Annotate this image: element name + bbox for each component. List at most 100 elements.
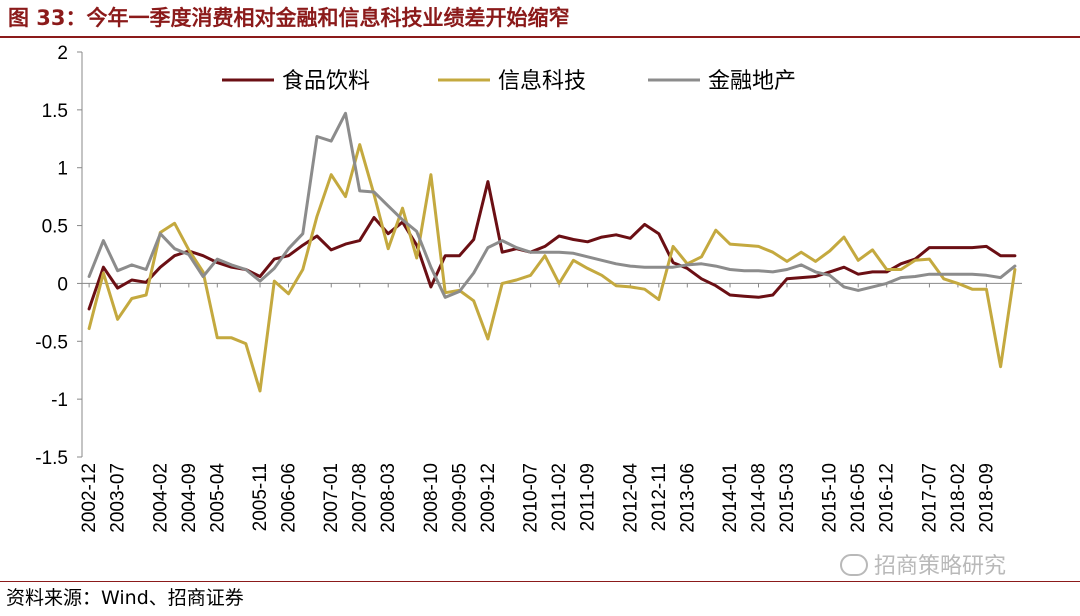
data-point bbox=[401, 219, 404, 221]
data-point bbox=[601, 274, 603, 277]
data-point bbox=[942, 246, 945, 249]
data-point bbox=[743, 269, 746, 272]
data-point bbox=[472, 238, 475, 241]
data-point bbox=[558, 251, 560, 253]
data-point bbox=[672, 266, 674, 269]
data-point bbox=[430, 266, 432, 269]
data-point bbox=[273, 280, 276, 282]
data-point bbox=[373, 191, 375, 193]
x-tick-label: 2013-06 bbox=[677, 463, 698, 533]
x-tick-label: 2007-01 bbox=[321, 463, 342, 533]
y-tick-label: -1.5 bbox=[35, 448, 68, 469]
data-point bbox=[1014, 268, 1016, 271]
data-point bbox=[615, 234, 617, 236]
data-point bbox=[1014, 265, 1016, 267]
watermark: 招商策略研究 bbox=[840, 552, 1006, 582]
data-point bbox=[330, 249, 333, 251]
data-point bbox=[800, 251, 802, 253]
x-tick-label: 2008-03 bbox=[378, 463, 399, 533]
data-point bbox=[1014, 254, 1016, 257]
data-point bbox=[857, 289, 859, 292]
data-point bbox=[672, 245, 674, 248]
data-point bbox=[814, 271, 817, 273]
data-point bbox=[515, 246, 518, 249]
data-point bbox=[715, 284, 717, 287]
data-point bbox=[259, 275, 261, 278]
data-point bbox=[686, 267, 689, 270]
data-point bbox=[544, 245, 546, 248]
data-point bbox=[145, 294, 147, 296]
y-tick-label: 1.5 bbox=[42, 101, 68, 122]
series-3 bbox=[87, 111, 1017, 299]
x-tick-label: 2014-08 bbox=[749, 463, 770, 533]
data-point bbox=[358, 143, 361, 146]
data-point bbox=[344, 243, 347, 245]
data-point bbox=[743, 295, 746, 298]
source-note: 资料来源：Wind、招商证券 bbox=[6, 587, 244, 609]
data-point bbox=[743, 244, 746, 246]
data-point bbox=[729, 268, 731, 271]
data-point bbox=[259, 390, 261, 392]
legend-label: 金融地产 bbox=[708, 69, 796, 94]
data-point bbox=[273, 258, 276, 260]
data-point bbox=[629, 237, 632, 240]
data-point bbox=[629, 265, 632, 267]
data-point bbox=[472, 272, 475, 274]
data-point bbox=[900, 276, 902, 279]
data-point bbox=[544, 254, 546, 257]
data-point bbox=[814, 260, 817, 263]
x-tick-label: 2005-11 bbox=[250, 463, 271, 531]
data-point bbox=[387, 247, 390, 250]
data-point bbox=[729, 243, 731, 245]
title-divider bbox=[0, 36, 1080, 38]
legend: 食品饮料 信息科技 金融地产 bbox=[222, 69, 796, 94]
x-tick-label: 2007-08 bbox=[350, 463, 371, 533]
data-point bbox=[131, 297, 133, 300]
data-point bbox=[643, 266, 646, 269]
data-point bbox=[487, 246, 489, 249]
series-2 bbox=[87, 143, 1017, 393]
x-tick-label: 2015-10 bbox=[820, 463, 841, 533]
data-point bbox=[245, 268, 247, 271]
data-point bbox=[643, 288, 646, 291]
figure-title: 图 33：今年一季度消费相对金融和信息科技业绩差开始缩窄 bbox=[8, 6, 570, 30]
data-point bbox=[430, 286, 432, 288]
data-point bbox=[971, 288, 973, 291]
data-point bbox=[814, 275, 817, 278]
series-line bbox=[87, 143, 1017, 393]
data-point bbox=[88, 327, 90, 330]
data-point bbox=[458, 254, 461, 257]
data-point bbox=[415, 230, 418, 233]
data-point bbox=[843, 236, 845, 238]
legend-label: 食品饮料 bbox=[282, 69, 370, 94]
data-point bbox=[928, 258, 931, 260]
data-point bbox=[444, 254, 447, 257]
source-divider bbox=[0, 581, 1080, 582]
data-point bbox=[558, 282, 560, 285]
data-point bbox=[914, 259, 916, 262]
data-point bbox=[344, 112, 347, 115]
x-tick-label: 2002-12 bbox=[79, 463, 100, 533]
data-point bbox=[786, 268, 788, 271]
series-line bbox=[87, 180, 1017, 311]
data-point bbox=[302, 232, 304, 235]
data-point bbox=[786, 260, 788, 263]
data-point bbox=[971, 273, 973, 276]
x-tick-label: 2005-04 bbox=[207, 463, 228, 533]
data-point bbox=[586, 255, 589, 258]
data-point bbox=[658, 266, 660, 269]
data-point bbox=[259, 280, 261, 282]
data-point bbox=[159, 232, 162, 235]
data-point bbox=[999, 276, 1002, 279]
x-tick-label: 2012-11 bbox=[649, 463, 670, 531]
x-tick-label: 2017-07 bbox=[919, 463, 940, 533]
data-point bbox=[116, 269, 119, 272]
x-tick-label: 2015-03 bbox=[777, 463, 798, 533]
y-tick-label: 0 bbox=[57, 274, 68, 295]
x-tick-label: 2010-07 bbox=[521, 463, 542, 533]
data-point bbox=[558, 235, 560, 237]
x-tick-label: 2011-09 bbox=[578, 463, 599, 531]
data-point bbox=[843, 266, 845, 269]
data-point bbox=[900, 263, 902, 265]
data-point bbox=[202, 275, 204, 278]
